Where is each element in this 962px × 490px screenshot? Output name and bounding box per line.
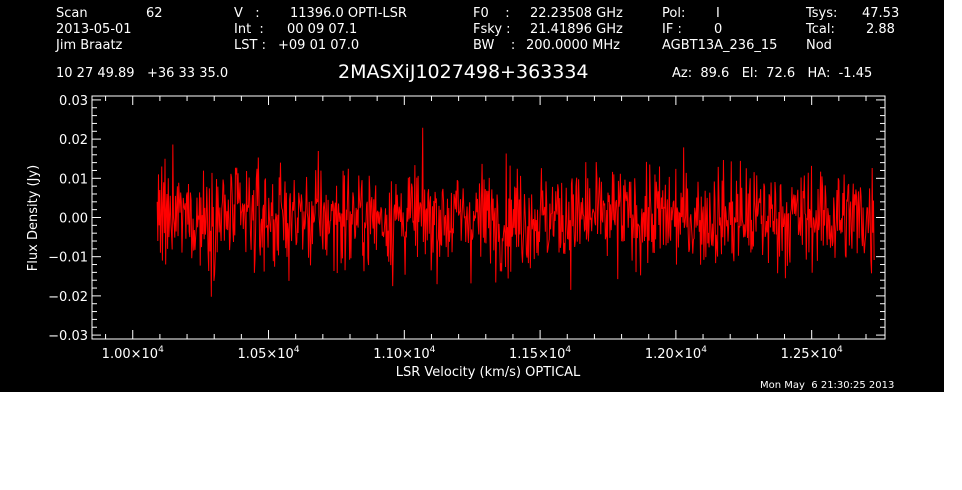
tick-layer bbox=[92, 96, 885, 339]
pol-value: I bbox=[716, 6, 720, 21]
x-tick-label: 1.25×104 bbox=[781, 345, 843, 362]
x-tick-label: 1.00×104 bbox=[102, 345, 164, 362]
if-value: 0 bbox=[714, 22, 723, 37]
fsky-label: Fsky : bbox=[473, 22, 511, 37]
observation-date: 2013-05-01 bbox=[56, 22, 132, 37]
bw-label: BW : bbox=[473, 38, 516, 53]
observing-mode: Nod bbox=[806, 38, 832, 53]
y-tick-label: −0.01 bbox=[48, 251, 88, 266]
scan-number: 62 bbox=[146, 6, 163, 21]
tsys-value: 47.53 bbox=[862, 6, 900, 21]
source-coordinates: 10 27 49.89 +36 33 35.0 bbox=[56, 66, 229, 81]
int-label: Int : bbox=[234, 22, 264, 37]
scan-label: Scan bbox=[56, 6, 88, 21]
int-value: 00 09 07.1 bbox=[287, 22, 358, 37]
source-name: 2MASXiJ1027498+363334 bbox=[338, 61, 589, 83]
tcal-label: Tcal: bbox=[806, 22, 835, 37]
x-axis-title: LSR Velocity (km/s) OPTICAL bbox=[396, 365, 581, 380]
spectrum-trace-layer bbox=[156, 127, 875, 297]
f0-label: F0 : bbox=[473, 6, 510, 21]
tsys-label: Tsys: bbox=[806, 6, 838, 21]
tcal-value: 2.88 bbox=[866, 22, 895, 37]
project-id: AGBT13A_236_15 bbox=[662, 38, 778, 53]
velocity-value: 11396.0 OPTI-LSR bbox=[290, 6, 407, 21]
x-tick-label: 1.10×104 bbox=[373, 345, 435, 362]
plot-timestamp: Mon May 6 21:30:25 2013 bbox=[760, 380, 895, 391]
y-tick-label: −0.03 bbox=[48, 329, 88, 344]
f0-value: 22.23508 GHz bbox=[530, 6, 623, 21]
spectrum-series-line bbox=[156, 127, 875, 297]
y-tick-label: 0.03 bbox=[59, 94, 88, 109]
y-axis-title: Flux Density (Jy) bbox=[26, 165, 41, 271]
y-tick-label: 0.02 bbox=[59, 133, 88, 148]
x-tick-label: 1.15×104 bbox=[509, 345, 571, 362]
spectrum-plot: 1.00×104 1.05×104 1.10×104 1.15×104 1.20×104… bbox=[26, 94, 886, 380]
velocity-label: V : bbox=[234, 6, 260, 21]
if-label: IF : bbox=[662, 22, 682, 37]
lst-value: +09 01 07.0 bbox=[278, 38, 360, 53]
pointing-info: Az: 89.6 El: 72.6 HA: -1.45 bbox=[672, 66, 873, 81]
spectrum-panel: Scan 62 V : 11396.0 OPTI-LSR F0 : 22.235… bbox=[0, 0, 944, 392]
lst-label: LST : bbox=[234, 38, 266, 53]
fsky-value: 21.41896 GHz bbox=[530, 22, 623, 37]
y-tick-label: −0.02 bbox=[48, 290, 88, 305]
pol-label: Pol: bbox=[662, 6, 686, 21]
x-tick-label: 1.05×104 bbox=[237, 345, 299, 362]
y-tick-label: 0.00 bbox=[59, 212, 88, 227]
y-tick-label: 0.01 bbox=[59, 172, 88, 187]
bw-value: 200.0000 MHz bbox=[526, 38, 620, 53]
observer-name: Jim Braatz bbox=[56, 38, 123, 53]
label-layer: 1.00×104 1.05×104 1.10×104 1.15×104 1.20×104… bbox=[48, 94, 843, 362]
x-tick-label: 1.20×104 bbox=[645, 345, 707, 362]
